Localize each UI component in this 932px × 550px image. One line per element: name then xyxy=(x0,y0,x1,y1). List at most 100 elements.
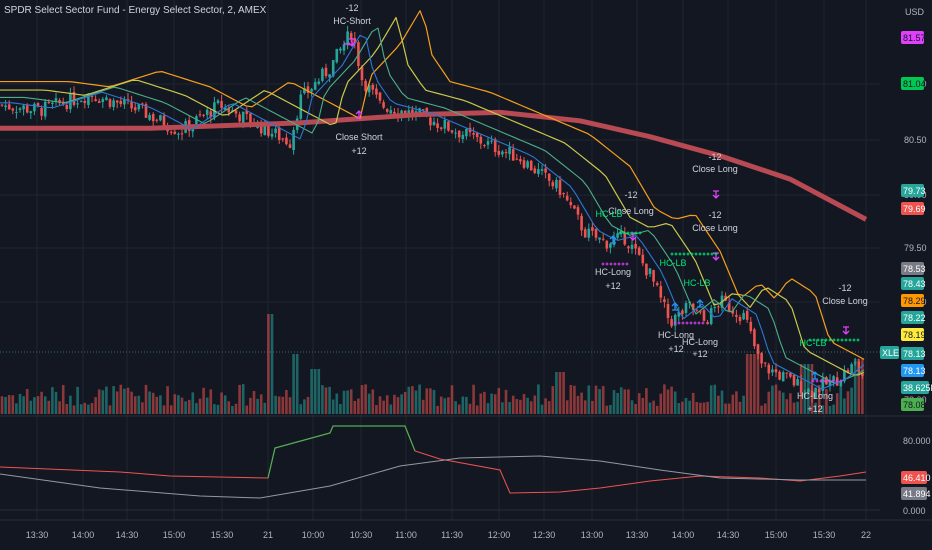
volume-bar xyxy=(349,389,353,414)
oscillator-badge-text: 46.410 xyxy=(903,473,931,483)
oscillator-tick: 0.000 xyxy=(903,506,926,516)
volume-bar xyxy=(429,388,432,414)
volume-bar xyxy=(501,402,504,414)
volume-bar xyxy=(609,404,612,414)
volume-bar xyxy=(763,403,767,414)
candle-body xyxy=(522,160,526,168)
volume-bar xyxy=(295,354,299,414)
volume-bar xyxy=(259,394,263,414)
price-badge-text: 79.69 xyxy=(903,204,926,214)
candle-body xyxy=(400,110,403,116)
close-long-arrow-1 xyxy=(712,190,720,199)
time-tick: 21 xyxy=(263,530,273,540)
volume-bar xyxy=(223,395,227,414)
volume-bar xyxy=(76,386,79,414)
short-stop-marks xyxy=(347,42,351,46)
volume-bar xyxy=(652,400,655,414)
candle-body xyxy=(479,136,483,144)
volume-bar xyxy=(526,397,529,414)
volume-bar xyxy=(738,401,742,414)
volume-bar xyxy=(702,402,706,414)
volume-bar xyxy=(411,386,414,414)
long-trail-marks-3 xyxy=(638,231,642,235)
volume-bar xyxy=(717,395,720,414)
candle-body xyxy=(205,109,209,115)
volume-bar xyxy=(468,403,472,414)
candle-body xyxy=(699,311,702,313)
volume-bar xyxy=(151,392,155,414)
volume-bar xyxy=(292,354,295,414)
candle-body xyxy=(11,108,15,111)
time-axis[interactable]: 13:30 14:00 14:30 15:00 15:30 21 10:00 10:30 11:… xyxy=(26,530,871,540)
candle-body xyxy=(159,115,162,121)
candle-body xyxy=(760,353,763,364)
volume-bar xyxy=(648,402,652,414)
long-trail-marks-1 xyxy=(686,252,690,256)
candle-body xyxy=(529,160,533,171)
price-badge-text: 78.43 xyxy=(903,279,926,289)
candle-body xyxy=(267,122,270,136)
price-badge xyxy=(901,398,924,411)
long-stop-marks-2 xyxy=(693,321,697,325)
volume-bar xyxy=(169,405,173,414)
candle-body xyxy=(598,237,601,240)
candle-body xyxy=(565,195,569,201)
volume-bar xyxy=(443,398,447,414)
volume-bar xyxy=(641,397,645,414)
candle-body xyxy=(223,107,227,110)
long-stop-marks-1 xyxy=(605,262,609,266)
candle-body xyxy=(148,115,151,120)
volume-bar xyxy=(389,404,393,414)
candle-body xyxy=(709,308,713,325)
volume-bar xyxy=(144,384,148,414)
candle-body xyxy=(141,103,144,105)
volume-bar xyxy=(792,402,796,414)
volume-bar xyxy=(522,394,526,414)
long-trail-marks-2 xyxy=(820,338,824,342)
long-trail-marks-2 xyxy=(844,338,848,342)
candle-body xyxy=(241,111,245,123)
volume-bar xyxy=(681,401,684,414)
volume-bar xyxy=(724,403,727,414)
volume-bar xyxy=(115,391,119,414)
candle-body xyxy=(4,105,7,108)
volume-bar xyxy=(310,369,313,414)
price-badge xyxy=(901,31,924,44)
candle-body xyxy=(457,130,461,138)
candle-body xyxy=(281,138,285,140)
volume-bar xyxy=(569,385,573,414)
candle-body xyxy=(853,362,857,364)
candle-body xyxy=(306,86,310,93)
price-axis[interactable]: 81.0080.5080.0079.5079.0078.0081.5781.04… xyxy=(880,31,932,516)
currency-label[interactable]: USD xyxy=(905,7,925,17)
volume-bar xyxy=(706,401,709,414)
volume-bar xyxy=(774,384,778,414)
volume-bar xyxy=(187,399,191,414)
symbol-title[interactable]: SPDR Select Sector Fund - Energy Select … xyxy=(4,5,267,16)
candle-body xyxy=(450,130,454,133)
volume-bar xyxy=(234,403,238,414)
candle-body xyxy=(443,120,447,129)
long-trail-marks-3 xyxy=(622,231,626,235)
candle-body xyxy=(738,316,742,322)
candle-body xyxy=(609,243,612,248)
oscillator-badge xyxy=(901,471,927,484)
candle-body xyxy=(270,133,274,137)
hc-long-arrow-3 xyxy=(696,299,704,308)
volume-bar xyxy=(328,386,331,414)
volume-bar xyxy=(108,405,112,414)
candle-body xyxy=(238,114,241,122)
volume-bar xyxy=(205,397,209,414)
candle-body xyxy=(673,314,677,326)
candle-body xyxy=(439,127,443,129)
volume-bar xyxy=(141,402,144,414)
candle-body xyxy=(79,101,83,103)
volume-bar xyxy=(119,384,123,414)
candlesticks xyxy=(0,25,864,403)
time-tick: 14:30 xyxy=(717,530,740,540)
candle-body xyxy=(745,310,749,320)
volume-bar xyxy=(447,397,450,414)
volume-bar xyxy=(15,403,18,414)
